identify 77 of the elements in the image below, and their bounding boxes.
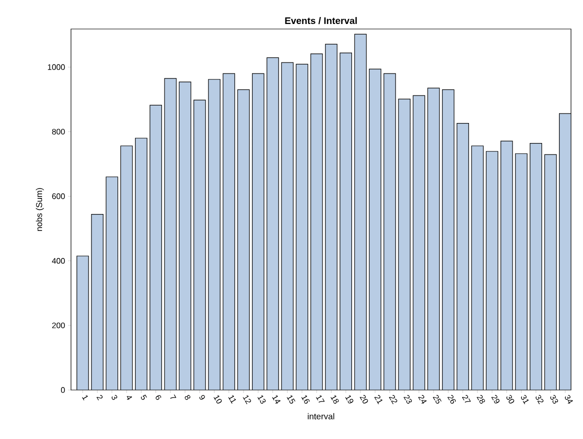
x-tick-label: 1 [82,395,88,400]
x-tick-label: 19 [345,395,354,404]
bar [427,88,440,390]
bar [135,138,148,390]
bar [106,176,118,390]
bar [222,73,236,390]
x-tick-label: 23 [404,395,412,404]
x-tick-label: 17 [316,395,325,403]
x-tick-label: 11 [228,395,236,404]
x-tick-label: 8 [184,394,190,400]
x-tick-label: 24 [418,395,427,404]
x-tick-label: 29 [491,395,500,404]
bar [368,68,382,390]
x-tick-label: 34 [564,394,573,404]
bar [544,154,557,390]
y-tick-label: 600 [52,193,65,200]
chart-title: Events / Interval [285,17,357,24]
bar [310,54,323,390]
bar [486,151,498,390]
x-axis-title: interval [308,413,334,420]
x-tick-label: 4 [126,396,132,400]
bar [91,214,104,390]
x-tick-label: 14 [272,395,281,404]
x-tick-label: 30 [506,394,514,404]
bar [252,73,264,390]
bar [325,44,338,390]
x-tick-label: 28 [476,395,485,404]
bar [354,34,367,390]
x-tick-label: 6 [156,395,162,400]
bar [150,104,162,390]
bar [442,89,454,390]
x-tick-label: 16 [301,395,310,404]
bar [178,82,192,390]
bar [281,62,294,390]
x-tick-label: 10 [214,395,222,404]
y-tick-label: 400 [52,258,65,264]
bar [471,146,484,390]
y-tick-label: 0 [61,387,65,393]
x-tick-label: 2 [96,395,103,400]
x-tick-label: 31 [521,394,529,404]
y-axis-title: nobs (Sum) [36,188,44,231]
x-tick-label: 18 [330,395,339,404]
x-tick-label: 5 [140,394,147,400]
bar [384,73,396,390]
bar [530,143,542,390]
y-tick-label: 1000 [48,64,65,70]
bar [194,100,206,390]
x-tick-label: 15 [286,395,296,404]
bar [412,95,426,390]
x-tick-label: 27 [462,395,471,403]
x-tick-label: 21 [374,395,382,404]
bar [266,57,279,390]
x-tick-label: 7 [170,394,176,399]
x-tick-label: 12 [242,395,252,404]
x-tick-label: 26 [447,395,456,404]
x-tick-label: 20 [360,395,368,404]
bar [296,64,308,390]
y-tick-label: 200 [52,322,65,328]
bar [515,153,528,390]
x-tick-label: 3 [112,394,118,400]
x-tick-label: 32 [536,394,544,404]
x-tick-label: 33 [550,394,558,404]
x-tick-label: 22 [388,395,398,404]
bar [164,78,177,390]
bar [208,79,220,390]
bar [237,89,250,390]
x-tick-label: 9 [199,395,205,400]
bar [559,113,572,390]
bar [500,140,513,390]
x-tick-label: 13 [257,395,266,404]
bar [120,146,133,390]
x-tick-label: 25 [432,395,442,404]
bar [398,98,410,390]
y-tick-label: 800 [52,128,65,135]
bar [456,122,469,390]
bar [340,52,352,390]
bar [76,256,89,390]
